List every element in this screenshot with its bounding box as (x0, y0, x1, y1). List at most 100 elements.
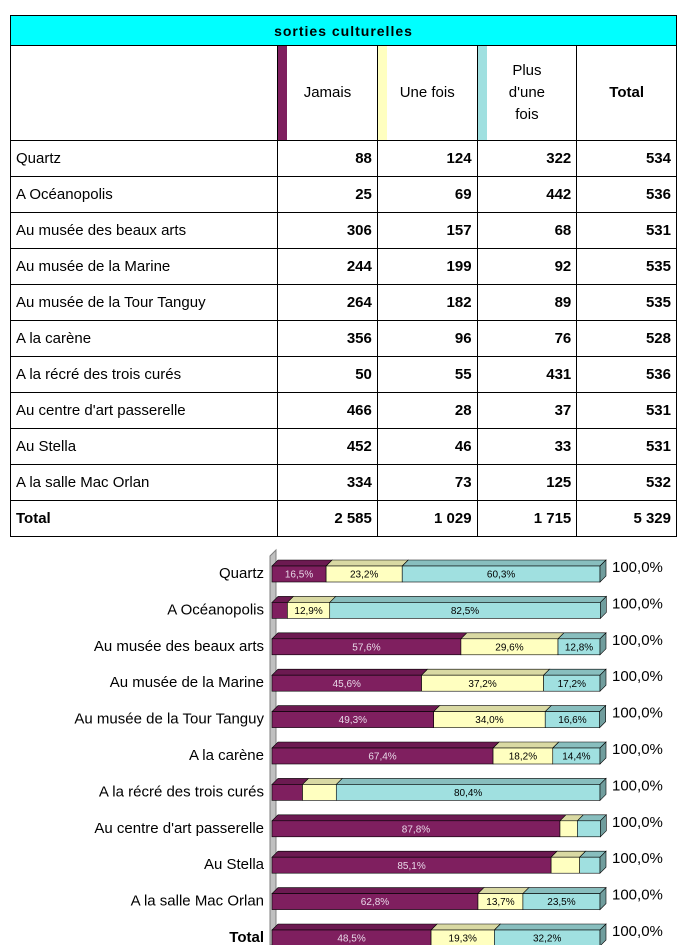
number-cell: 88 (277, 140, 378, 177)
number-cell: 76 (476, 320, 578, 357)
category-label: Au musée de la Tour Tanguy (74, 711, 264, 728)
bar-end (599, 741, 607, 765)
bar-top (477, 887, 530, 894)
total-label: 100,0% (612, 850, 663, 867)
value-label: 82,5% (451, 606, 479, 617)
value-label: 23,5% (547, 897, 575, 908)
value-label: 29,6% (495, 642, 523, 653)
value-label: 37,2% (468, 679, 496, 690)
bar-end (599, 777, 607, 802)
number-cell: 442 (476, 176, 578, 213)
header-swatch (278, 46, 288, 140)
value-label: 32,2% (533, 934, 561, 945)
value-label: 85,1% (397, 861, 425, 872)
number-cell: 1 029 (376, 500, 478, 537)
number-cell: 73 (376, 464, 478, 501)
bar-end (600, 595, 607, 620)
category-label: Quartz (219, 565, 264, 582)
value-label: 16,5% (285, 570, 313, 581)
bar-end (599, 668, 607, 692)
total-label: 100,0% (612, 814, 663, 831)
category-label: A la carène (189, 747, 264, 764)
bar-top (542, 668, 607, 676)
bar-segment (559, 820, 578, 838)
table-row: Au Stella 452 46 33 531 (9, 428, 677, 465)
bar-top (401, 559, 607, 567)
table-title: sorties culturelles (10, 15, 677, 46)
value-label: 12,9% (294, 606, 322, 617)
category-label: A la salle Mac Orlan (131, 893, 264, 910)
number-cell: 37 (476, 392, 578, 429)
number-cell: 466 (277, 392, 378, 429)
value-label: 45,6% (333, 679, 361, 690)
bar-top (335, 778, 607, 785)
number-cell: 92 (476, 248, 578, 285)
row-label: Quartz (9, 140, 279, 177)
bar-end (599, 886, 607, 911)
total-label: 100,0% (612, 632, 663, 649)
row-label: Total (9, 500, 279, 537)
number-cell: 2 585 (277, 500, 378, 537)
value-label: 16,6% (558, 715, 586, 726)
value-label: 18,2% (509, 752, 537, 763)
number-cell: 33 (476, 428, 578, 465)
total-label: 100,0% (612, 923, 663, 940)
bar-segment (271, 784, 303, 801)
number-cell: 334 (277, 464, 378, 501)
number-cell: 124 (376, 140, 478, 177)
bar-top (301, 778, 344, 785)
bar-end (599, 704, 606, 729)
value-label: 57,6% (352, 642, 380, 653)
bar-top (271, 850, 558, 858)
header-cell: Plus d'une fois (476, 45, 578, 141)
value-label: 49,3% (339, 715, 367, 726)
category-label: Au centre d'art passerelle (94, 820, 264, 837)
bar-top (557, 632, 607, 640)
total-label: 100,0% (612, 887, 663, 904)
bar-end (599, 923, 607, 945)
category-label: A la récré des trois curés (99, 783, 264, 800)
bar-segment (577, 820, 601, 838)
header-cell: Jamais (277, 45, 378, 141)
bar-top (430, 923, 502, 931)
number-cell: 199 (376, 248, 478, 285)
value-label: 48,5% (337, 934, 365, 945)
table-row: Quartz 88 124 322 534 (9, 140, 677, 177)
value-label: 34,0% (475, 715, 503, 726)
number-cell: 534 (576, 140, 677, 177)
bar-top (271, 741, 500, 749)
bar-end (599, 632, 607, 656)
category-label: Au musée des beaux arts (94, 638, 264, 655)
number-cell: 536 (576, 176, 677, 213)
header-text: Total (609, 84, 644, 101)
row-label: Au musée de la Tour Tanguy (9, 284, 279, 321)
bar-top (271, 632, 468, 640)
header-cell: Une fois (376, 45, 478, 141)
header-text: Jamais (303, 84, 352, 101)
bar-top (329, 596, 608, 603)
number-cell: 5 329 (576, 500, 677, 537)
row-label: A la récré des trois curés (9, 356, 279, 393)
bar-top (544, 705, 607, 712)
total-label: 100,0% (612, 705, 663, 722)
number-cell: 532 (576, 464, 677, 501)
number-cell: 46 (376, 428, 478, 465)
bar-top (271, 887, 485, 894)
total-label: 100,0% (612, 668, 663, 685)
bar-top (271, 705, 441, 712)
bar-top (420, 668, 551, 676)
number-cell: 68 (476, 212, 578, 249)
value-label: 23,2% (350, 570, 378, 581)
bar-top (325, 559, 409, 567)
table-row: A la carène 356 96 76 528 (9, 320, 677, 357)
table-row: Au musée de la Tour Tanguy 264 182 89 535 (9, 284, 677, 321)
row-label: A la salle Mac Orlan (9, 464, 279, 501)
table-row: A Océanopolis 25 69 442 536 (9, 176, 677, 213)
value-label: 62,8% (361, 897, 389, 908)
value-label: 14,4% (562, 752, 590, 763)
value-label: 12,8% (565, 642, 593, 653)
total-label: 100,0% (612, 777, 663, 794)
bar-end (600, 814, 607, 838)
value-label: 17,2% (558, 679, 586, 690)
